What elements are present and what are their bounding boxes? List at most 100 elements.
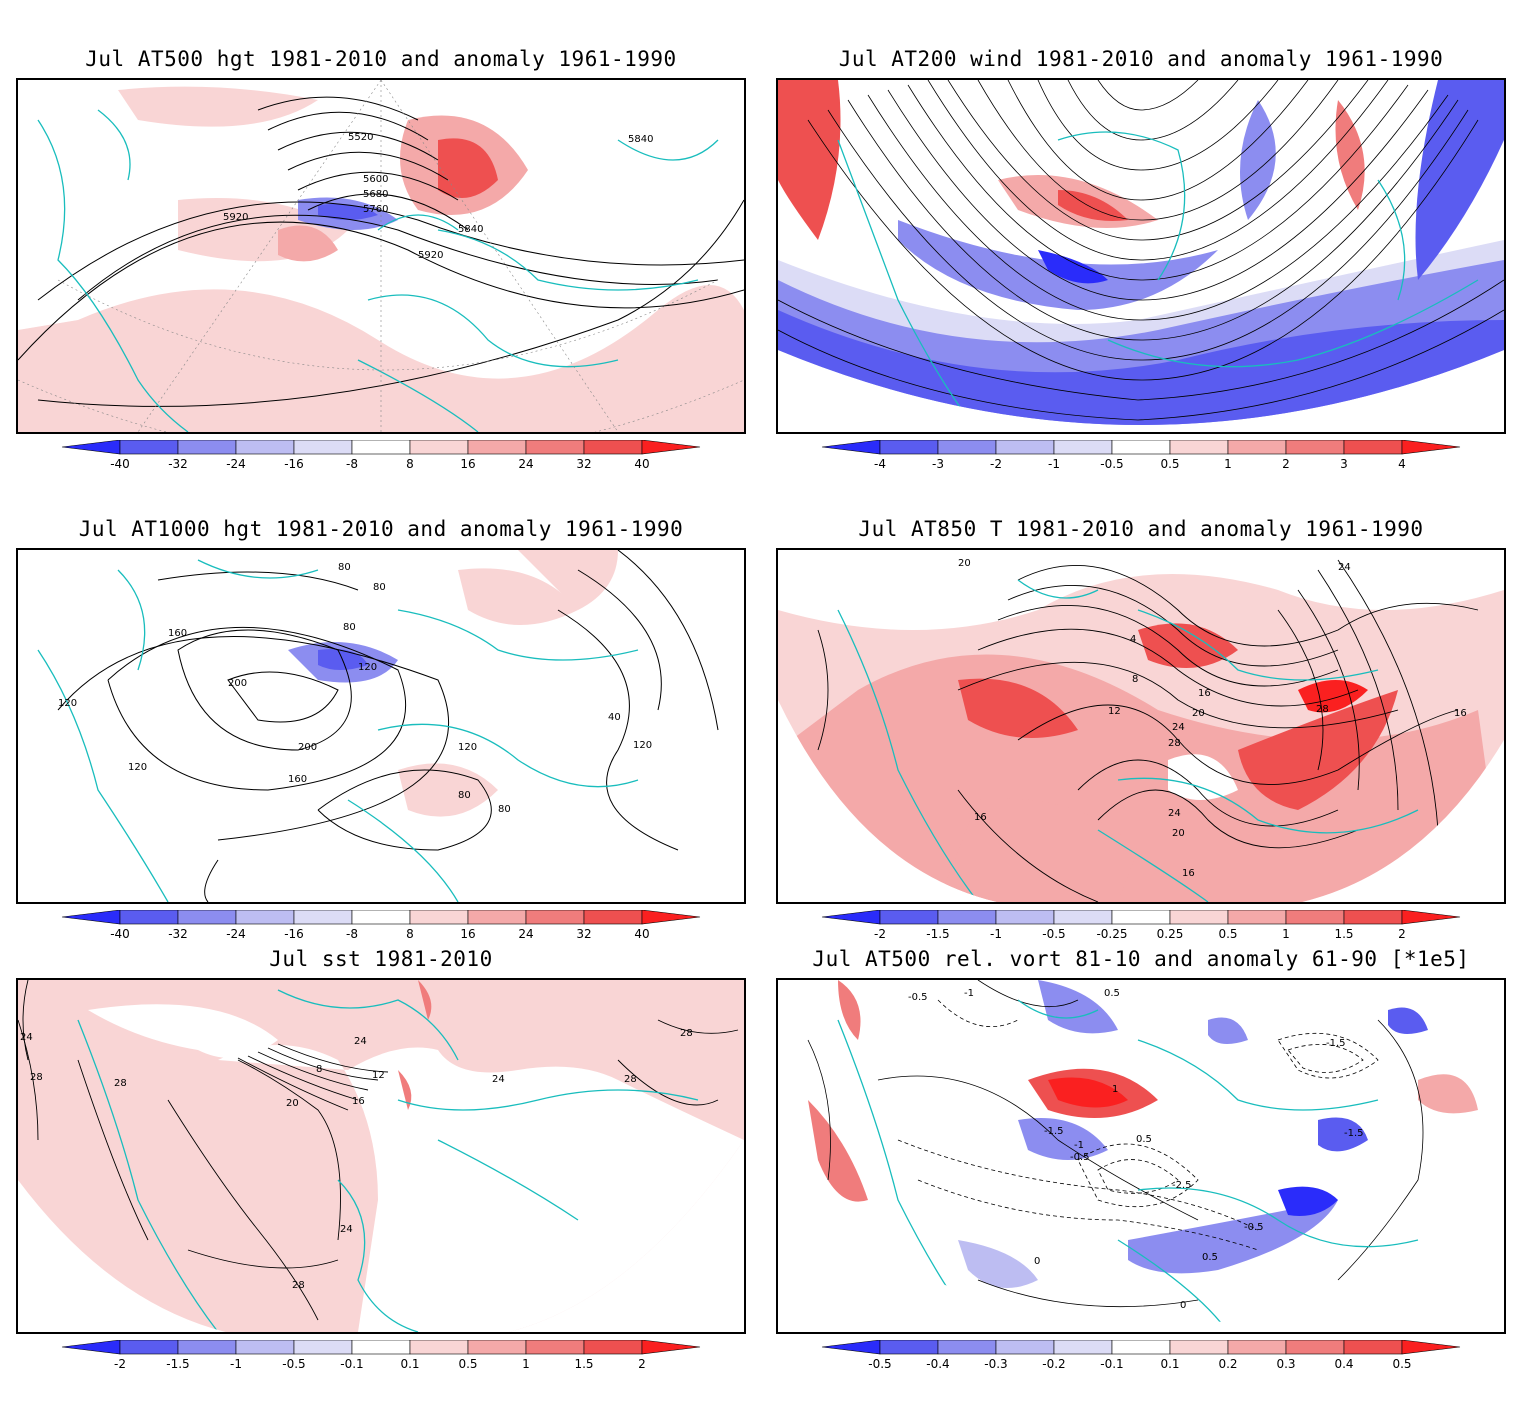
temperature-contours	[817, 559, 1479, 902]
colorbar-swatch	[119, 1339, 179, 1355]
colorbar-swatch	[583, 909, 643, 925]
svg-text:160: 160	[168, 628, 187, 639]
colorbar-swatch	[525, 1339, 585, 1355]
map-canvas: 20 4 8 12 16 20 24 28 28 16 24 20 16 16 …	[778, 550, 1504, 902]
colorbar-swatch	[1169, 1339, 1229, 1355]
colorbar-swatch	[409, 439, 469, 455]
anomaly-neg-region	[1038, 980, 1118, 1034]
colorbar-tick-label: -0.5	[282, 1357, 305, 1371]
svg-text:5840: 5840	[458, 224, 483, 235]
colorbar: -40 -32 -24 -16 -8 8 16 24 32 40	[16, 909, 746, 950]
colorbar-tick-label: 2	[1282, 457, 1290, 471]
colorbar-arrow-low	[821, 1339, 881, 1355]
svg-text:24: 24	[340, 1224, 353, 1235]
colorbar-arrow-low	[821, 909, 881, 925]
colorbar-tick-label: 32	[576, 457, 591, 471]
colorbar-tick-label: -8	[346, 927, 358, 941]
colorbar-swatch	[1111, 909, 1171, 925]
anomaly-pos-region	[938, 798, 1138, 902]
colorbar-arrow-high	[641, 439, 701, 455]
colorbar-tick-label: 1.5	[574, 1357, 593, 1371]
map-sst: 24 28 28 24 20 16 12 8 24 28 28 24 28	[16, 978, 746, 1334]
colorbar-tick-label: -0.1	[340, 1357, 363, 1371]
svg-text:28: 28	[680, 1028, 693, 1039]
map-at1000-height: 80 80 80 120 160 200 200 160 120 120 120…	[16, 548, 746, 904]
colorbar-tick-label: 16	[460, 927, 475, 941]
anomaly-pos-region	[778, 80, 841, 240]
svg-text:16: 16	[1454, 708, 1467, 719]
contour-labels: 80 80 80 120 160 200 200 160 120 120 120…	[58, 562, 652, 815]
anomaly-pos-region	[1298, 680, 1368, 713]
anomaly-pos-region	[958, 678, 1078, 738]
svg-text:8: 8	[1132, 674, 1138, 685]
contour-labels: 20 4 8 12 16 20 24 28 28 16 24 20 16 16 …	[958, 558, 1467, 879]
map-canvas: -0.5 -1 0.5 1 -1.5 -1 -0.5 0.5 -2.5 -1.5…	[788, 980, 1504, 1322]
svg-text:28: 28	[114, 1078, 127, 1089]
colorbar-svg: -0.5 -0.4 -0.3 -0.2 -0.1 0.1 0.2 0.3 0.4 0.5	[821, 1339, 1461, 1371]
svg-text:20: 20	[286, 1098, 299, 1109]
colorbar-swatch	[1169, 439, 1229, 455]
colorbar: -0.5 -0.4 -0.3 -0.2 -0.1 0.1 0.2 0.3 0.4 0.5	[776, 1339, 1506, 1380]
colorbar-tick-label: -0.5	[1100, 457, 1123, 471]
svg-text:0: 0	[1034, 1256, 1040, 1267]
colorbar-tick-label: 0.25	[1157, 927, 1184, 941]
colorbar-swatch	[525, 909, 585, 925]
svg-text:28: 28	[292, 1280, 305, 1291]
colorbar-swatch	[1227, 1339, 1287, 1355]
vorticity-contours	[807, 980, 1424, 1308]
colorbar-tick-label: -32	[168, 927, 188, 941]
svg-text:200: 200	[228, 678, 247, 689]
svg-text:80: 80	[338, 562, 351, 573]
colorbar-tick-label: -40	[110, 927, 130, 941]
colorbar-swatch	[293, 909, 353, 925]
panel-sst: Jul sst 1981-2010	[16, 942, 746, 1412]
colorbar-tick-label: -4	[874, 457, 886, 471]
colorbar-tick-label: 0.1	[1160, 1357, 1179, 1371]
colorbar-swatch	[467, 1339, 527, 1355]
panel-title: Jul AT1000 hgt 1981-2010 and anomaly 196…	[78, 517, 684, 541]
anomaly-pos-region	[118, 86, 318, 127]
svg-text:20: 20	[958, 558, 971, 569]
colorbar-tick-label: 0.5	[1392, 1357, 1411, 1371]
colorbar: -2 -1.5 -1 -0.5 -0.25 0.25 0.5 1 1.5 2	[776, 909, 1506, 950]
colorbar-swatch	[177, 439, 237, 455]
colorbar-tick-label: 0.3	[1276, 1357, 1295, 1371]
colorbar-tick-label: -0.5	[868, 1357, 891, 1371]
colorbar-swatch	[995, 909, 1055, 925]
colorbar-tick-label: 0.5	[458, 1357, 477, 1371]
map-canvas	[778, 80, 1504, 425]
colorbar-arrow-high	[1401, 909, 1461, 925]
colorbar-tick-label: 3	[1340, 457, 1348, 471]
colorbar-tick-label: -16	[284, 457, 304, 471]
colorbar-arrow-low	[61, 1339, 121, 1355]
svg-text:24: 24	[354, 1036, 367, 1047]
svg-text:5920: 5920	[223, 212, 248, 223]
svg-text:80: 80	[343, 622, 356, 633]
svg-text:24: 24	[20, 1032, 33, 1043]
anomaly-neg-region	[778, 310, 1504, 425]
svg-text:-1.5: -1.5	[1326, 1038, 1346, 1049]
anomaly-pos-region	[518, 550, 618, 610]
svg-text:5600: 5600	[363, 174, 388, 185]
graticule	[18, 80, 744, 432]
colorbar-tick-label: 1.5	[1334, 927, 1353, 941]
colorbar-swatch	[879, 909, 939, 925]
svg-text:28: 28	[1316, 704, 1329, 715]
colorbar-swatch	[879, 1339, 939, 1355]
svg-text:-0.5: -0.5	[1070, 1152, 1090, 1163]
panel-title: Jul AT850 T 1981-2010 and anomaly 1961-1…	[858, 517, 1424, 541]
colorbar-arrow-high	[1401, 439, 1461, 455]
colorbar: -2 -1.5 -1 -0.5 -0.1 0.1 0.5 1 1.5 2	[16, 1339, 746, 1380]
contour-labels: 5520 5600 5680 5760 5840 5840 5920 5920	[223, 132, 653, 261]
colorbar-swatch	[1227, 909, 1287, 925]
svg-text:80: 80	[373, 582, 386, 593]
svg-text:5760: 5760	[363, 204, 388, 215]
anomaly-neg-region	[1240, 100, 1276, 220]
colorbar-tick-label: -40	[110, 457, 130, 471]
svg-text:16: 16	[1182, 868, 1195, 879]
svg-text:24: 24	[492, 1074, 505, 1085]
map-canvas: 24 28 28 24 20 16 12 8 24 28 28 24 28	[18, 980, 744, 1332]
map-at850-temperature: 20 4 8 12 16 20 24 28 28 16 24 20 16 16 …	[776, 548, 1506, 904]
streamlines	[778, 80, 1504, 421]
colorbar-swatch	[937, 1339, 997, 1355]
